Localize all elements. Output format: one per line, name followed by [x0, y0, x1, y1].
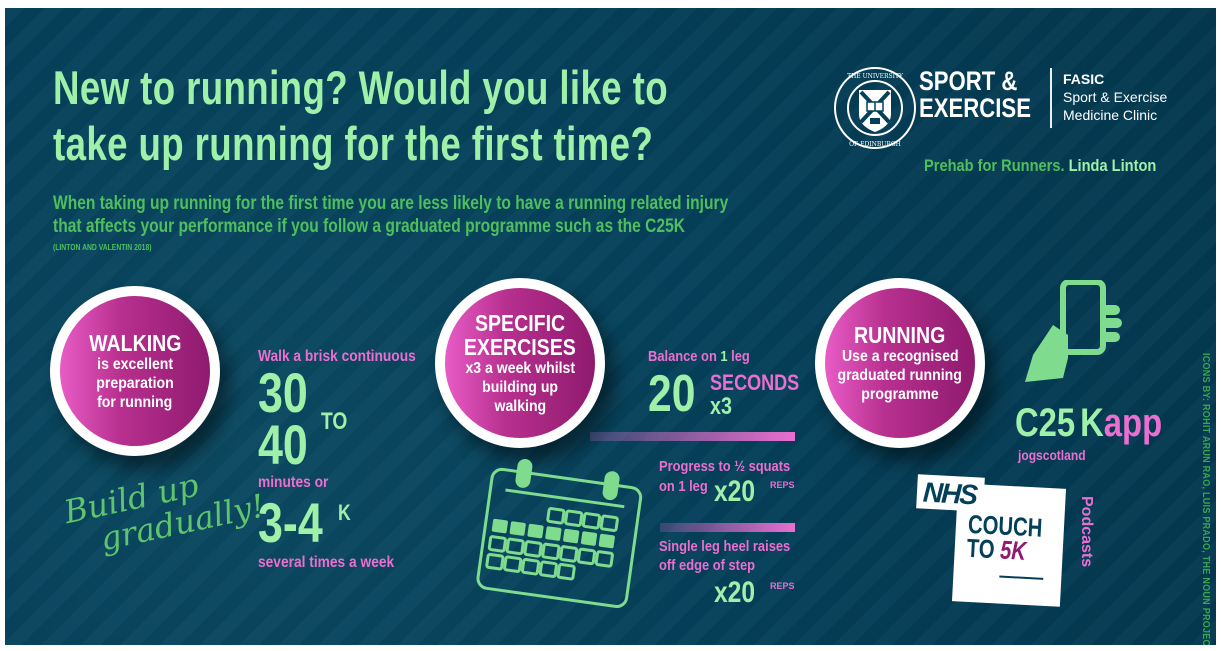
walk-to-label: TO: [321, 408, 348, 435]
balance-label-post: leg: [727, 348, 750, 365]
sport-exercise-logo: SPORT & EXERCISE: [919, 68, 1031, 122]
running-circle: RUNNING Use a recognised graduated runni…: [815, 278, 985, 448]
podcasts-label: Podcasts: [1078, 496, 1095, 568]
walking-line-3: for running: [97, 393, 173, 411]
squat-line-1: Progress to ½ squats: [659, 458, 791, 475]
infographic-canvas: New to running? Would you like to take u…: [5, 8, 1216, 645]
5k-underline: [999, 575, 1044, 580]
fasic-line-2: Medicine Clinic: [1063, 107, 1158, 123]
page-title: New to running? Would you like to take u…: [53, 60, 668, 172]
running-line-2: graduated running: [837, 366, 963, 384]
balance-label: Balance on 1 leg: [648, 348, 750, 365]
balance-seconds-unit: SECONDS: [710, 370, 800, 395]
hand-phone-icon: [1025, 280, 1122, 382]
heel-reps-unit: REPS: [770, 581, 795, 591]
subtitle-line-2: that affects your performance if you fol…: [53, 216, 686, 237]
subtitle-line-1: When taking up running for the first tim…: [53, 193, 729, 214]
running-heading: RUNNING: [854, 321, 946, 348]
squat-reps: x20: [714, 475, 756, 508]
exercises-circle: SPECIFIC EXERCISES x3 a week whilst buil…: [435, 278, 605, 448]
title-line-2: take up running for the first time?: [53, 117, 654, 170]
exercises-line-1: x3 a week whilst: [465, 359, 575, 377]
balance-sets: x3: [710, 393, 732, 420]
app-suffix: app: [1103, 401, 1163, 445]
author-name: Linda Linton: [1068, 156, 1157, 175]
walk-minutes-or: minutes or: [258, 474, 329, 491]
divider-bar-1: [590, 432, 795, 441]
icon-credit: ICONS BY: ROHIT ARUN RAO, LUIS PRADO, TH…: [1200, 353, 1211, 645]
walking-line-1: is excellent: [97, 355, 173, 373]
walk-frequency: several times a week: [258, 554, 395, 571]
exercises-heading-2: EXERCISES: [464, 333, 576, 360]
running-line-1: Use a recognised: [841, 347, 959, 365]
balance-label-pre: Balance on: [648, 348, 721, 365]
prehab-credit: Prehab for Runners. Linda Linton: [924, 156, 1156, 176]
heel-reps: x20: [714, 576, 756, 609]
walk-minutes-min: 30: [258, 361, 308, 424]
heel-line-1: Single leg heel raises: [659, 538, 791, 555]
walking-heading: WALKING: [88, 329, 182, 356]
subtitle: When taking up running for the first tim…: [53, 192, 728, 238]
citation: (LINTON AND VALENTIN 2018): [53, 243, 152, 252]
walk-minutes-max: 40: [258, 413, 308, 476]
svg-text:OF EDINBURGH: OF EDINBURGH: [849, 141, 901, 148]
balance-seconds-value: 20: [648, 365, 696, 423]
fasic-block: FASIC Sport & Exercise Medicine Clinic: [1063, 70, 1167, 124]
logo-divider: [1050, 68, 1052, 128]
squat-line-2: on 1 leg: [659, 478, 708, 495]
walking-line-2: preparation: [96, 374, 174, 392]
c25k-app-label: C25 Kapp: [1015, 403, 1162, 443]
app-name: C25: [1015, 401, 1076, 445]
running-line-3: programme: [861, 385, 939, 403]
sport-line-2: EXERCISE: [919, 93, 1031, 123]
fasic-title: FASIC: [1063, 71, 1105, 87]
walk-distance: 3-4: [258, 491, 323, 554]
exercises-line-3: walking: [494, 397, 546, 415]
university-crest-icon: THE UNIVERSITY OF EDINBURGH: [834, 67, 916, 149]
walking-circle: WALKING is excellent preparation for run…: [50, 286, 220, 456]
to-label: TO: [966, 532, 996, 565]
walk-distance-unit: K: [338, 500, 351, 525]
squat-reps-unit: REPS: [770, 480, 795, 490]
nhs-label: NHS: [922, 476, 977, 511]
fivek-label: 5K: [999, 534, 1027, 566]
walk-intro: Walk a brisk continuous: [258, 348, 416, 365]
app-source: jogscotland: [1018, 447, 1086, 463]
couch-to-5k-text: COUCH TO 5K: [966, 509, 1043, 566]
app-k: K: [1080, 401, 1104, 445]
prehab-label: Prehab for Runners.: [924, 156, 1065, 175]
title-line-1: New to running? Would you like to: [53, 61, 669, 114]
balance-label-num: 1: [720, 348, 728, 365]
nhs-tag: NHS: [916, 474, 985, 512]
heel-line-2: off edge of step: [659, 557, 756, 574]
exercises-heading-1: SPECIFIC: [474, 309, 566, 336]
build-up-gradually-script: Build up gradually!: [61, 455, 268, 562]
fasic-line-1: Sport & Exercise: [1063, 89, 1168, 105]
exercises-line-2: building up: [482, 378, 558, 396]
divider-bar-2: [660, 523, 795, 532]
calendar-icon: [476, 458, 643, 608]
sport-line-1: SPORT &: [919, 66, 1018, 96]
svg-text:THE UNIVERSITY: THE UNIVERSITY: [847, 73, 904, 80]
